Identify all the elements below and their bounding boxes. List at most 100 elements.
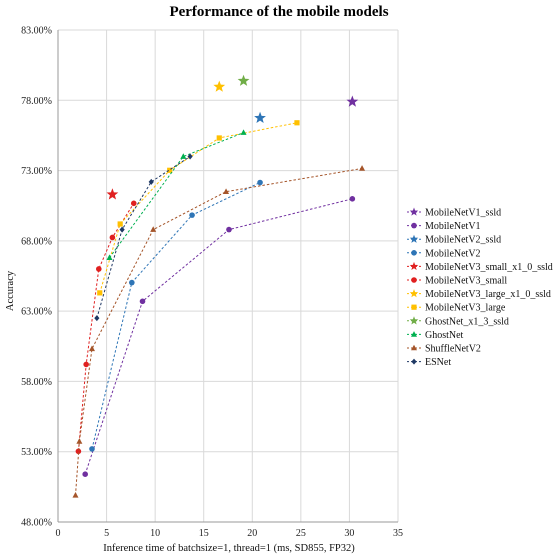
legend-item: MobileNetV1: [407, 221, 481, 232]
legend-label: ShuffleNetV2: [425, 344, 481, 355]
series-line: [96, 156, 191, 319]
marker-circle: [130, 200, 137, 207]
marker-star: [106, 188, 119, 200]
legend-label: MobileNetV1: [425, 221, 481, 232]
marker-diamond: [411, 358, 417, 365]
marker-circle: [83, 361, 89, 368]
x-tick-label: 35: [393, 528, 403, 539]
marker-square: [411, 304, 417, 310]
marker-circle: [139, 298, 146, 305]
x-tick-label: 30: [344, 528, 354, 539]
legend-item: MobileNetV3_small: [407, 276, 507, 287]
marker-star: [409, 261, 419, 271]
marker-triangle: [411, 331, 417, 337]
marker-square: [167, 167, 173, 173]
legend-label: MobileNetV3_large_x1_0_ssld: [425, 289, 551, 300]
marker-circle: [189, 212, 195, 218]
plot-area: [72, 74, 366, 498]
chart-title: Performance of the mobile models: [169, 4, 388, 20]
marker-square: [216, 135, 222, 141]
marker-triangle: [106, 254, 113, 261]
y-axis-label: Accuracy: [5, 270, 16, 311]
series-line: [99, 122, 298, 294]
y-tick-label: 58.00%: [21, 377, 52, 388]
marker-circle: [411, 277, 417, 283]
legend-label: ESNet: [425, 357, 451, 368]
axes: 0 5 10 15 20 25 30 35 48.00% 53.00% 58.00% 63.00% 68…: [21, 26, 403, 540]
marker-circle: [349, 196, 356, 202]
legend-item: ShuffleNetV2: [407, 344, 481, 355]
marker-circle: [96, 266, 102, 272]
legend-label: MobileNetV2: [425, 248, 481, 259]
marker-diamond: [94, 315, 100, 322]
marker-star: [237, 74, 250, 86]
legend-item: MobileNetV2: [407, 248, 481, 259]
x-axis-label: Inference time of batchsize=1, thread=1 …: [103, 543, 355, 554]
legend-label: MobileNetV3_small_x1_0_ssld: [425, 262, 553, 273]
marker-star: [213, 80, 226, 92]
marker-circle: [411, 222, 417, 229]
marker-diamond: [187, 153, 193, 160]
marker-triangle: [76, 438, 83, 444]
marker-square: [117, 221, 123, 227]
marker-circle: [82, 471, 88, 478]
series: [106, 129, 247, 261]
legend-item: GhostNet_x1_3_ssld: [407, 316, 509, 327]
marker-square: [97, 290, 103, 296]
marker-star: [409, 316, 419, 325]
series: [82, 196, 356, 478]
marker-diamond: [148, 178, 154, 185]
y-tick-label: 78.00%: [21, 96, 52, 107]
marker-triangle: [72, 491, 79, 498]
legend-label: GhostNet: [425, 330, 464, 341]
marker-diamond: [119, 226, 125, 233]
marker-circle: [109, 234, 116, 241]
marker-circle: [257, 179, 263, 186]
marker-star: [346, 95, 359, 107]
series: [94, 153, 193, 322]
series-line: [84, 198, 353, 475]
series-line: [74, 167, 363, 496]
y-tick-label: 48.00%: [21, 518, 52, 529]
legend-label: MobileNetV2_ssld: [425, 235, 501, 246]
legend-item: GhostNet: [407, 330, 464, 341]
marker-triangle: [180, 153, 187, 159]
marker-circle: [75, 448, 82, 455]
legend-item: MobileNetV3_large: [407, 303, 506, 314]
legend-label: GhostNet_x1_3_ssld: [425, 316, 509, 327]
series-line: [91, 182, 261, 450]
marker-triangle: [150, 226, 157, 232]
legend-item: MobileNetV2_ssld: [407, 234, 501, 246]
legend: MobileNetV1_ssld MobileNetV1 MobileNetV2_s…: [407, 207, 553, 368]
series: [97, 120, 300, 296]
y-tick-label: 83.00%: [21, 26, 52, 37]
marker-circle: [226, 226, 232, 233]
marker-star: [254, 111, 266, 124]
legend-label: MobileNetV1_ssld: [425, 208, 501, 219]
series: [346, 95, 359, 107]
series: [237, 74, 250, 86]
x-tick-label: 10: [150, 528, 160, 539]
x-tick-label: 0: [56, 528, 61, 539]
marker-triangle: [240, 129, 247, 135]
legend-item: MobileNetV1_ssld: [407, 207, 501, 219]
x-tick-label: 25: [296, 528, 306, 539]
marker-circle: [411, 250, 417, 256]
y-tick-label: 73.00%: [21, 166, 52, 177]
x-tick-label: 15: [199, 528, 209, 539]
series: [72, 165, 366, 498]
series: [89, 179, 263, 452]
marker-star: [409, 289, 419, 298]
marker-triangle: [89, 345, 95, 352]
legend-item: ESNet: [407, 357, 451, 368]
marker-circle: [89, 446, 95, 452]
legend-item: MobileNetV3_small_x1_0_ssld: [407, 261, 553, 273]
series: [106, 188, 119, 200]
legend-label: MobileNetV3_small: [425, 276, 507, 287]
marker-star: [409, 234, 419, 243]
legend-label: MobileNetV3_large: [425, 303, 506, 314]
marker-square: [294, 120, 300, 126]
legend-item: MobileNetV3_large_x1_0_ssld: [407, 289, 551, 300]
y-tick-label: 53.00%: [21, 447, 52, 458]
